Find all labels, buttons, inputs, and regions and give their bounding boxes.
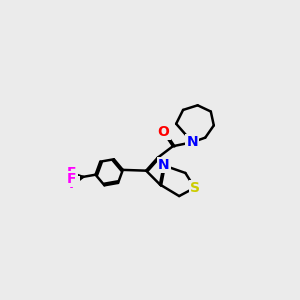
Text: O: O (158, 125, 170, 139)
Text: F: F (69, 177, 79, 191)
Text: F: F (67, 166, 76, 180)
Text: N: N (158, 158, 170, 172)
Text: S: S (190, 181, 200, 195)
Text: N: N (187, 135, 198, 149)
Text: F: F (67, 172, 76, 186)
